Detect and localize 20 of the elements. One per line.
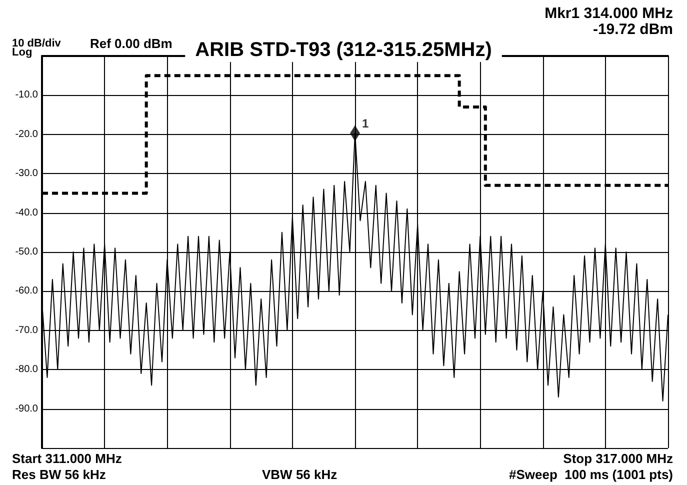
text: VBW 56 kHz [262, 467, 338, 482]
text: Ref 0.00 dBm [90, 36, 172, 51]
text: Res BW 56 kHz [12, 467, 106, 482]
text: Mkr1 314.000 MHz [544, 5, 674, 22]
y-tick-label: -30.0 [15, 168, 38, 180]
y-tick-label: -90.0 [15, 403, 38, 414]
text: -19.72 dBm [592, 21, 674, 38]
y-tick-label: -60.0 [15, 286, 38, 297]
text: Stop 317.000 MHz [563, 451, 674, 466]
y-tick-label: -70.0 [15, 324, 38, 336]
y-tick-label: -20.0 [15, 128, 38, 140]
text: Start 311.000 MHz [12, 451, 122, 466]
y-tick-label: -80.0 [15, 364, 38, 376]
y-tick-label: -50.0 [15, 246, 38, 258]
series-label: 1 [362, 116, 369, 130]
text: Log [12, 46, 32, 58]
y-tick-label: -40.0 [15, 207, 38, 218]
y-tick-label: -10.0 [15, 90, 38, 101]
chart-title: ARIB STD-T93 (312-315.25MHz) [195, 39, 492, 61]
text: #Sweep 100 ms (1001 pts) [508, 467, 673, 482]
